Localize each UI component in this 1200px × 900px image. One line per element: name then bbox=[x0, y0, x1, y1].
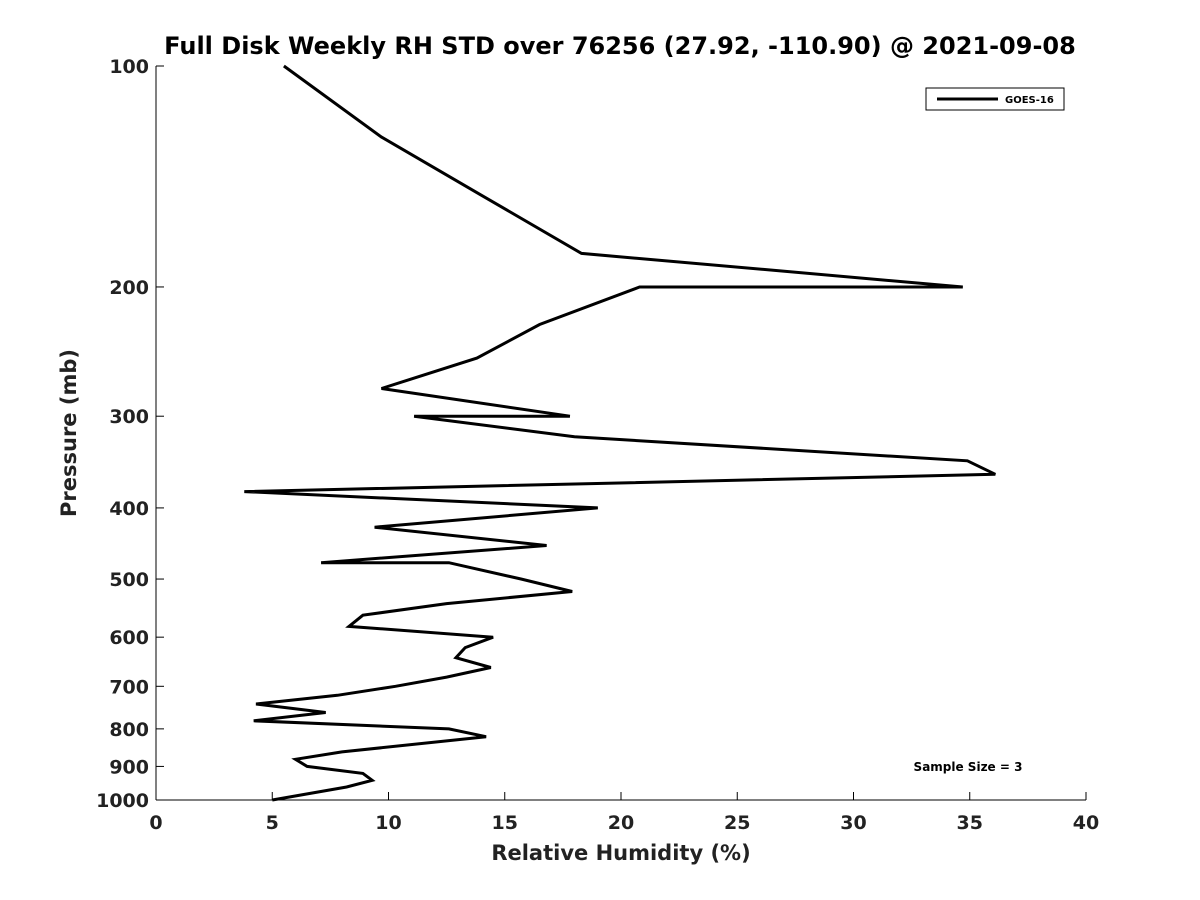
y-tick-label: 700 bbox=[109, 676, 149, 698]
y-ticks: 100 200 300 400 500 600 700 800 900 1000 bbox=[96, 56, 164, 812]
x-tick-label: 0 bbox=[149, 812, 162, 834]
y-axis-label: Pressure (mb) bbox=[57, 349, 81, 517]
x-tick-label: 10 bbox=[375, 812, 401, 834]
series-layer bbox=[244, 64, 996, 802]
x-tick-label: 25 bbox=[724, 812, 750, 834]
x-tick-label: 30 bbox=[840, 812, 866, 834]
x-tick-label: 5 bbox=[266, 812, 279, 834]
series-line-goes-16 bbox=[244, 64, 996, 802]
x-tick-label: 35 bbox=[957, 812, 983, 834]
y-tick-label: 200 bbox=[109, 277, 149, 299]
y-tick-label: 600 bbox=[109, 627, 149, 649]
x-tick-label: 15 bbox=[492, 812, 518, 834]
y-tick-label: 100 bbox=[109, 56, 149, 78]
plot-axes bbox=[155, 66, 1086, 801]
legend-label: GOES-16 bbox=[1005, 95, 1054, 106]
y-tick-label: 500 bbox=[109, 569, 149, 591]
chart-title: Full Disk Weekly RH STD over 76256 (27.9… bbox=[164, 32, 1076, 60]
x-tick-label: 20 bbox=[608, 812, 634, 834]
y-tick-label: 400 bbox=[109, 498, 149, 520]
x-ticks: 0 5 10 15 20 25 30 35 40 bbox=[149, 792, 1099, 834]
x-tick-label: 40 bbox=[1073, 812, 1099, 834]
y-tick-label: 300 bbox=[109, 406, 149, 428]
y-tick-label: 800 bbox=[109, 719, 149, 741]
y-tick-label: 1000 bbox=[96, 790, 149, 812]
legend: GOES-16 bbox=[925, 87, 1065, 111]
x-axis-label: Relative Humidity (%) bbox=[491, 841, 750, 865]
y-tick-label: 900 bbox=[109, 756, 149, 778]
sample-size-annotation: Sample Size = 3 bbox=[914, 760, 1023, 774]
